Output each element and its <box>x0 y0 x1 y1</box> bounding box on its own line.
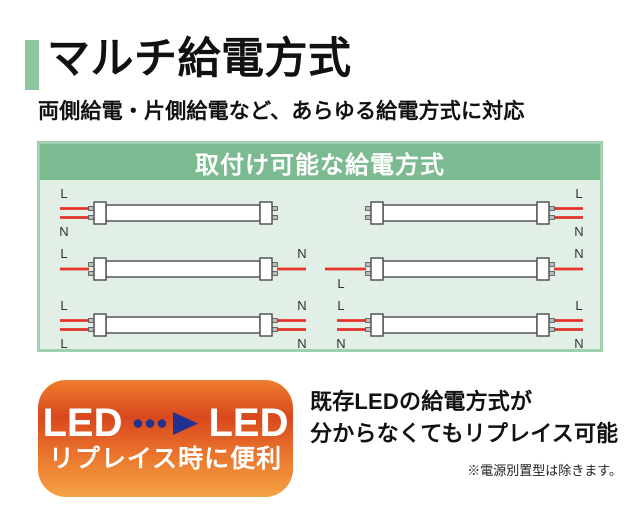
page-subtitle: 両側給電・片側給電など、あらゆる給電方式に対応 <box>38 100 525 123</box>
description-line-1: 既存LEDの給電方式が <box>310 389 533 414</box>
svg-text:N: N <box>59 224 68 239</box>
page-header: マルチ給電方式 <box>25 34 352 90</box>
svg-text:L: L <box>575 298 582 313</box>
dotted-arrow-icon <box>132 411 200 436</box>
svg-text:L: L <box>60 298 67 313</box>
svg-text:N: N <box>297 246 306 261</box>
panel-header: 取付け可能な給電方式 <box>40 144 600 180</box>
description-note: ※電源別置型は除きます。 <box>467 462 622 478</box>
svg-text:N: N <box>297 336 306 351</box>
svg-text:N: N <box>574 246 583 261</box>
svg-text:L: L <box>60 246 67 261</box>
badge-caption: リプレイス時に便利 <box>48 445 283 474</box>
badge-led-row: LED LED <box>43 403 289 443</box>
svg-text:N: N <box>574 224 583 239</box>
badge-led-from: LED <box>42 401 123 446</box>
svg-text:L: L <box>337 276 344 291</box>
svg-text:L: L <box>337 298 344 313</box>
badge-led-to: LED <box>208 401 289 446</box>
power-feed-diagram-both-ends-double-feed-LLNN: L L N N <box>44 297 321 353</box>
svg-text:N: N <box>297 298 306 313</box>
page-title: マルチ給電方式 <box>47 35 352 83</box>
title-accent-bar <box>25 40 39 90</box>
svg-text:L: L <box>60 186 67 201</box>
description-line-2: 分からなくてもリプレイス可能 <box>310 420 619 446</box>
description-block: 既存LEDの給電方式が 分からなくてもリプレイス可能 ※電源別置型は除きます。 <box>310 386 622 479</box>
svg-text:N: N <box>574 336 583 351</box>
svg-text:L: L <box>60 336 67 351</box>
svg-text:N: N <box>336 336 345 351</box>
replace-badge: LED LED リプレイス時に便利 <box>38 380 293 497</box>
svg-text:L: L <box>575 186 582 201</box>
power-feed-diagram-both-ends-double-feed-LNLN: L N L N <box>321 297 598 353</box>
